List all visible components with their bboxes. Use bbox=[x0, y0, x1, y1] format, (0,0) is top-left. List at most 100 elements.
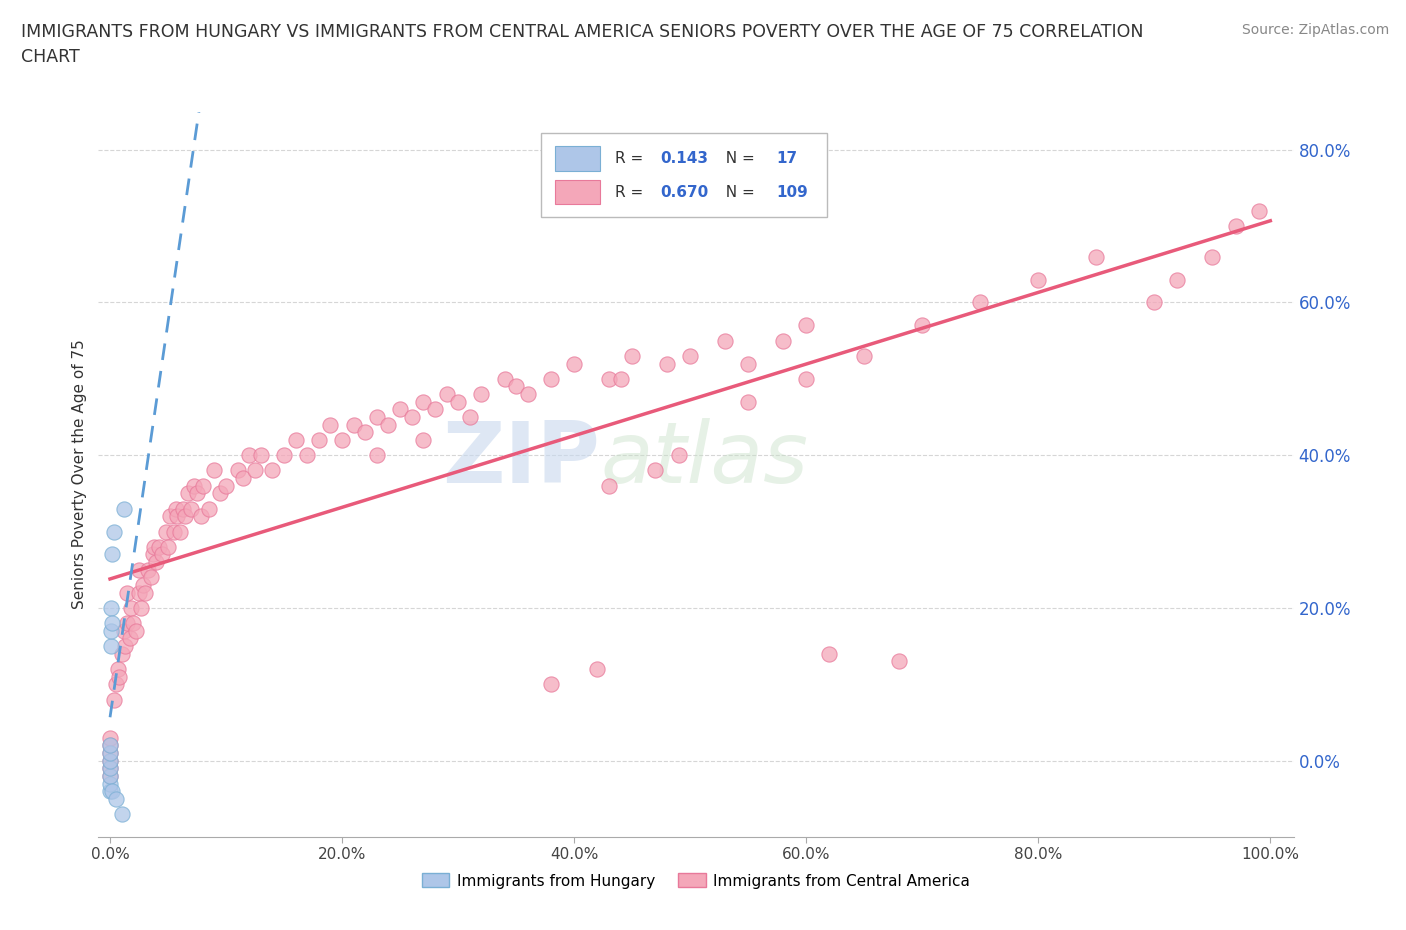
Point bbox=[586, 661, 609, 676]
Text: Source: ZipAtlas.com: Source: ZipAtlas.com bbox=[1241, 23, 1389, 37]
Point bbox=[112, 501, 135, 516]
Point bbox=[124, 623, 146, 638]
Point bbox=[163, 525, 186, 539]
Point bbox=[284, 432, 307, 447]
Point bbox=[297, 447, 319, 462]
Point bbox=[668, 447, 690, 462]
Point bbox=[191, 478, 214, 493]
Text: R =: R = bbox=[614, 185, 648, 200]
Point bbox=[98, 768, 121, 783]
Point bbox=[853, 349, 876, 364]
Point bbox=[155, 525, 177, 539]
Point bbox=[100, 623, 122, 638]
Point bbox=[101, 784, 124, 799]
Point bbox=[911, 318, 934, 333]
Point bbox=[111, 646, 134, 661]
Point bbox=[101, 547, 124, 562]
Point bbox=[447, 394, 470, 409]
Point bbox=[330, 432, 353, 447]
Point bbox=[117, 616, 139, 631]
Point bbox=[103, 525, 125, 539]
Point bbox=[174, 509, 197, 524]
FancyBboxPatch shape bbox=[541, 133, 827, 217]
Point bbox=[737, 356, 759, 371]
Point bbox=[1225, 219, 1247, 233]
Point bbox=[128, 563, 150, 578]
Point bbox=[157, 539, 180, 554]
Text: N =: N = bbox=[716, 151, 759, 166]
Point bbox=[98, 753, 121, 768]
Point bbox=[232, 471, 254, 485]
Point bbox=[354, 425, 377, 440]
Point bbox=[273, 447, 295, 462]
Point bbox=[117, 585, 139, 600]
Point bbox=[1026, 272, 1049, 287]
Text: ZIP: ZIP bbox=[443, 418, 600, 501]
Point bbox=[655, 356, 678, 371]
Point bbox=[108, 670, 131, 684]
Point bbox=[540, 371, 562, 386]
Point bbox=[389, 402, 412, 417]
Point bbox=[412, 432, 434, 447]
Point bbox=[319, 418, 342, 432]
Point bbox=[165, 501, 187, 516]
Point bbox=[190, 509, 212, 524]
Point bbox=[401, 409, 423, 424]
Point bbox=[131, 578, 153, 592]
Point bbox=[139, 570, 162, 585]
Bar bbox=[555, 179, 600, 205]
Point bbox=[458, 409, 481, 424]
Point bbox=[412, 394, 434, 409]
Point bbox=[111, 806, 134, 821]
Point bbox=[169, 525, 191, 539]
Point bbox=[107, 661, 129, 676]
Point bbox=[250, 447, 273, 462]
Point bbox=[98, 784, 121, 799]
Point bbox=[98, 777, 121, 791]
Point bbox=[98, 761, 121, 776]
Point bbox=[98, 737, 121, 752]
Point bbox=[180, 501, 202, 516]
Point bbox=[377, 418, 399, 432]
Point bbox=[969, 295, 991, 310]
Point bbox=[101, 616, 124, 631]
Text: 109: 109 bbox=[776, 185, 808, 200]
Point bbox=[172, 501, 194, 516]
Point bbox=[1201, 249, 1223, 264]
Point bbox=[100, 601, 122, 616]
Point bbox=[737, 394, 759, 409]
Text: 0.143: 0.143 bbox=[661, 151, 709, 166]
Point bbox=[262, 463, 284, 478]
Text: R =: R = bbox=[614, 151, 648, 166]
Point bbox=[197, 501, 219, 516]
Point bbox=[104, 677, 127, 692]
Point bbox=[150, 547, 173, 562]
Point bbox=[714, 333, 737, 348]
Point bbox=[887, 654, 910, 669]
Point bbox=[343, 418, 366, 432]
Point bbox=[436, 387, 458, 402]
Point bbox=[1247, 204, 1270, 219]
Point bbox=[131, 601, 153, 616]
Point bbox=[238, 447, 260, 462]
Point bbox=[209, 486, 232, 501]
Point bbox=[598, 478, 620, 493]
Bar bbox=[555, 146, 600, 171]
Point bbox=[159, 509, 181, 524]
Point bbox=[470, 387, 492, 402]
Point bbox=[1085, 249, 1108, 264]
Point bbox=[562, 356, 585, 371]
Point bbox=[142, 547, 165, 562]
Point bbox=[679, 349, 702, 364]
Point bbox=[505, 379, 527, 394]
Point bbox=[183, 478, 205, 493]
Point bbox=[794, 318, 817, 333]
Point bbox=[226, 463, 249, 478]
Point bbox=[243, 463, 266, 478]
Y-axis label: Seniors Poverty Over the Age of 75: Seniors Poverty Over the Age of 75 bbox=[72, 339, 87, 609]
Point bbox=[308, 432, 330, 447]
Point bbox=[204, 463, 226, 478]
Point bbox=[112, 623, 135, 638]
Point bbox=[516, 387, 538, 402]
Point bbox=[366, 447, 388, 462]
